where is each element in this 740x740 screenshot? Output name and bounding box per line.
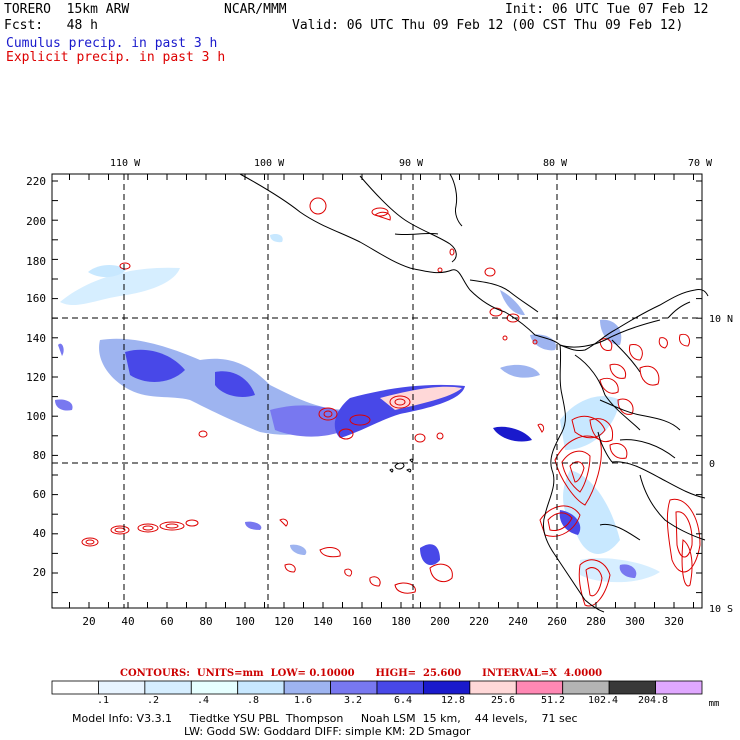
field-cumulus-label: Cumulus precip. in past 3 h xyxy=(6,36,218,51)
bottom-tick-label: 280 xyxy=(586,615,606,628)
top-label-110w: 110 W xyxy=(110,158,141,169)
bottom-tick-label: 140 xyxy=(313,615,333,628)
colorbar-swatch xyxy=(237,680,285,695)
left-tick-label: 60 xyxy=(33,488,46,501)
left-tick-label: 20 xyxy=(33,566,46,579)
bottom-tick-label: 80 xyxy=(199,615,212,628)
bottom-tick-labels: 20 40 60 80 100 120 140 160 180 200 220 … xyxy=(82,615,684,628)
colorbar-label: 3.2 xyxy=(344,695,362,706)
colorbar-label: 204.8 xyxy=(638,695,668,706)
bottom-tick-label: 300 xyxy=(625,615,645,628)
colorbar-swatch xyxy=(562,680,610,695)
top-label-100w: 100 W xyxy=(254,158,285,169)
coastlines xyxy=(239,173,709,613)
model-title: TORERO 15km ARW xyxy=(4,2,130,17)
top-label-90w: 90 W xyxy=(399,158,424,169)
colorbar-swatch xyxy=(98,680,146,695)
right-label-10s: 10 S xyxy=(709,604,733,615)
bottom-tick-label: 120 xyxy=(274,615,294,628)
colorbar-swatch xyxy=(283,680,331,695)
left-tick-label: 120 xyxy=(26,371,46,384)
bottom-tick-label: 220 xyxy=(469,615,489,628)
forecast-hour: Fcst: 48 h xyxy=(4,18,98,33)
colorbar-units: mm xyxy=(709,699,720,709)
colorbar-swatch xyxy=(655,680,703,695)
bottom-tick-label: 200 xyxy=(430,615,450,628)
top-label-70w: 70 W xyxy=(688,158,713,169)
colorbar-swatch xyxy=(190,680,239,695)
left-tick-label: 80 xyxy=(33,449,46,462)
color-bar xyxy=(51,680,703,695)
top-axis xyxy=(69,174,694,180)
bottom-tick-label: 20 xyxy=(82,615,95,628)
bottom-tick-label: 100 xyxy=(235,615,255,628)
valid-time: Valid: 06 UTC Thu 09 Feb 12 (00 CST Thu … xyxy=(292,18,684,33)
colorbar-label: 12.8 xyxy=(441,695,465,706)
colorbar-swatch xyxy=(469,680,517,695)
init-time: Init: 06 UTC Tue 07 Feb 12 xyxy=(505,2,709,17)
left-tick-label: 160 xyxy=(26,292,46,305)
explicit-precip-contours xyxy=(81,197,701,607)
left-tick-label: 100 xyxy=(26,410,46,423)
bottom-tick-label: 60 xyxy=(160,615,173,628)
left-tick-label: 140 xyxy=(26,332,46,345)
colorbar-swatch xyxy=(51,680,99,695)
map-frame xyxy=(51,173,703,609)
colorbar-swatch xyxy=(423,680,471,695)
left-tick-label: 220 xyxy=(26,175,46,188)
left-tick-labels: 220 200 180 160 140 120 100 80 60 40 20 xyxy=(26,175,46,579)
colorbar-label: 25.6 xyxy=(491,695,515,706)
colorbar-label: 51.2 xyxy=(541,695,565,706)
bottom-tick-label: 160 xyxy=(352,615,372,628)
colorbar-swatch xyxy=(608,680,656,695)
bottom-axis xyxy=(69,602,694,608)
colorbar-label: .8 xyxy=(247,695,259,706)
lat-lon-grid xyxy=(52,174,702,608)
right-label-equator: 0 xyxy=(709,459,715,470)
colorbar-label: .2 xyxy=(147,695,159,706)
bottom-tick-label: 180 xyxy=(391,615,411,628)
right-label-10n: 10 N xyxy=(709,314,733,325)
colorbar-label: 1.6 xyxy=(294,695,312,706)
colorbar-label: .1 xyxy=(97,695,109,706)
field-explicit-label: Explicit precip. in past 3 h xyxy=(6,50,226,65)
colorbar-swatch xyxy=(330,680,378,695)
top-label-80w: 80 W xyxy=(543,158,568,169)
colorbar-label: .4 xyxy=(197,695,209,706)
left-tick-label: 180 xyxy=(26,255,46,268)
bottom-tick-label: 320 xyxy=(664,615,684,628)
colorbar-label: 102.4 xyxy=(588,695,618,706)
bottom-tick-label: 260 xyxy=(547,615,567,628)
bottom-tick-label: 240 xyxy=(508,615,528,628)
center-name: NCAR/MMM xyxy=(224,2,287,17)
color-bar-labels: .1 .2 .4 .8 1.6 3.2 6.4 12.8 25.6 51.2 1… xyxy=(97,695,719,709)
model-info-line2: LW: Godd SW: Goddard DIFF: simple KM: 2D… xyxy=(184,725,471,738)
model-info-line1: Model Info: V3.3.1 Tiedtke YSU PBL Thomp… xyxy=(72,712,578,725)
left-tick-label: 40 xyxy=(33,527,46,540)
left-tick-label: 200 xyxy=(26,215,46,228)
bottom-tick-label: 40 xyxy=(121,615,134,628)
contour-info: CONTOURS: UNITS=mm LOW= 0.10000 HIGH= 25… xyxy=(120,668,603,679)
colorbar-swatch xyxy=(515,680,564,695)
colorbar-swatch xyxy=(144,680,192,695)
left-axis xyxy=(52,180,702,594)
colorbar-label: 6.4 xyxy=(394,695,412,706)
colorbar-swatch xyxy=(376,680,424,695)
